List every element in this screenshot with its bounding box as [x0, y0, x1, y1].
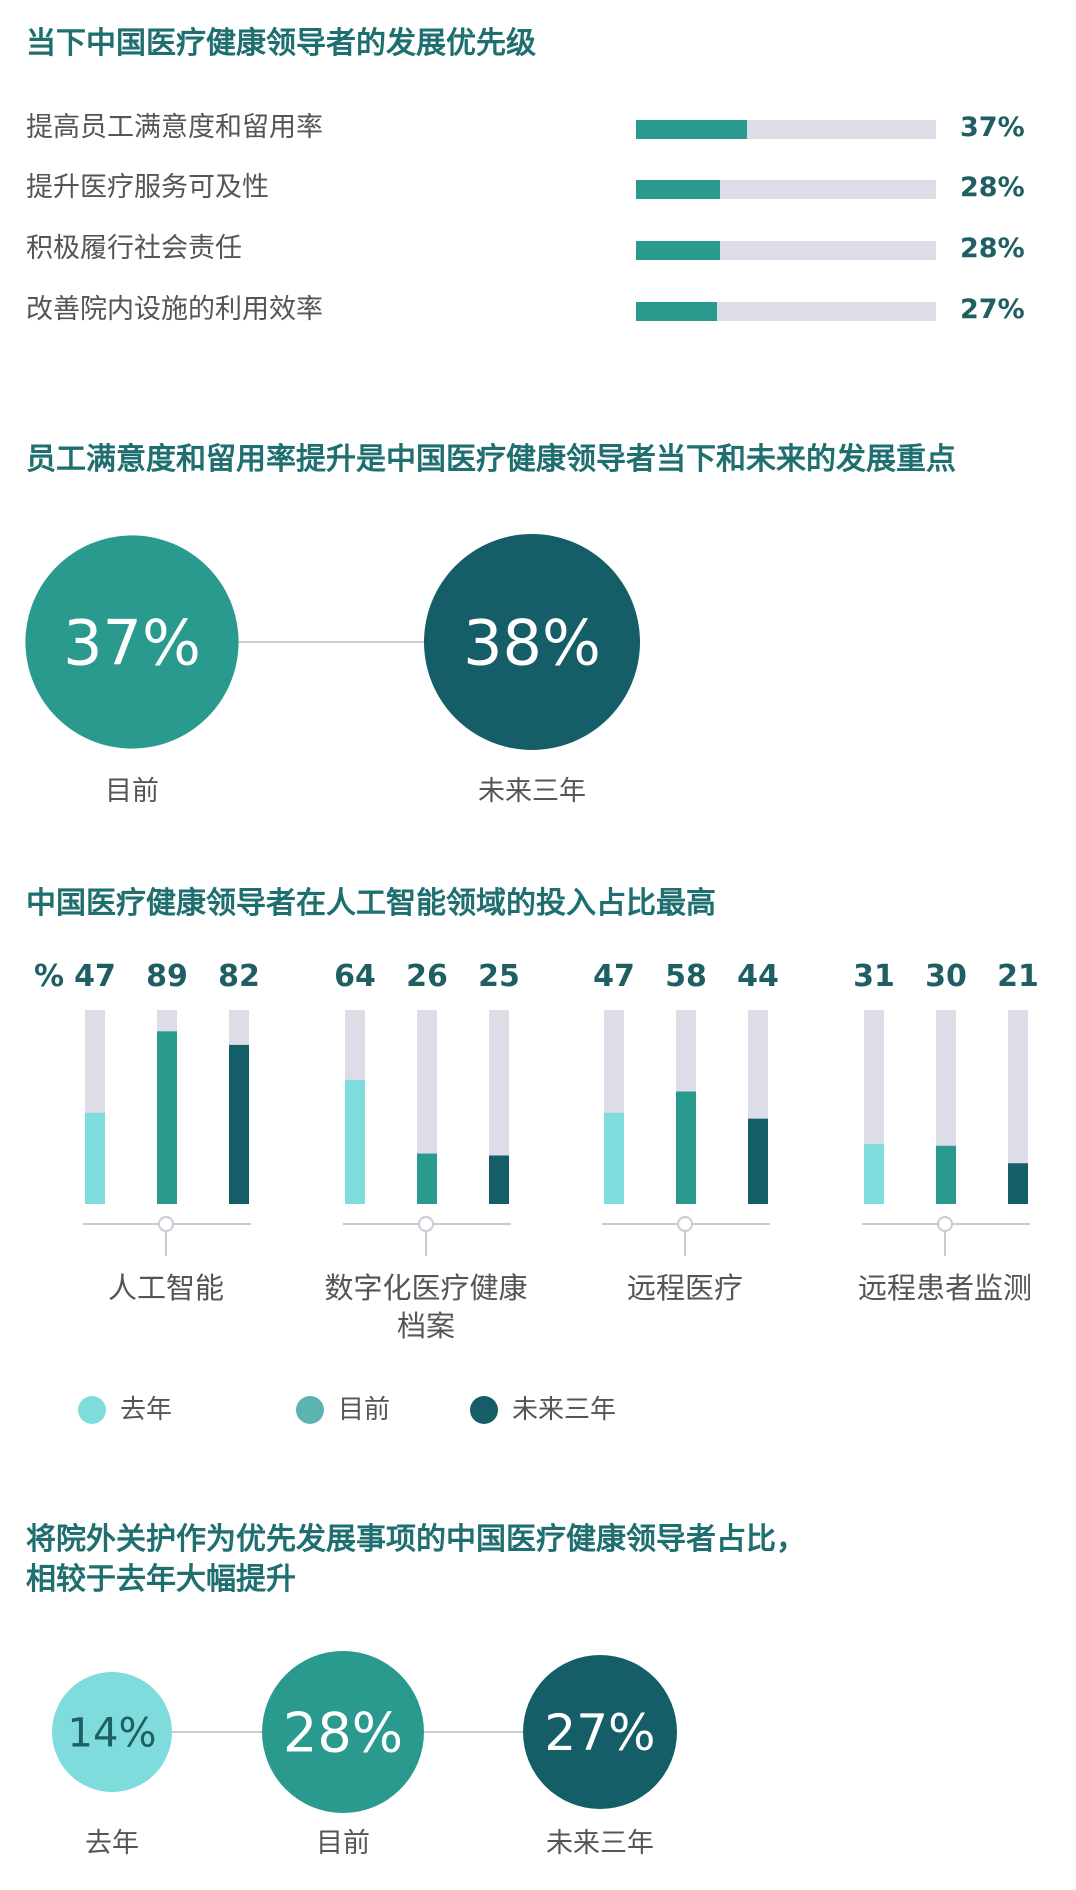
- group-bracket-node: [937, 1216, 953, 1232]
- category-label: 档案: [397, 1309, 455, 1343]
- column-value-label: 89: [146, 959, 188, 994]
- column-value-label: 82: [218, 959, 260, 994]
- column-value-label: 30: [925, 959, 967, 994]
- column-bar: [345, 1079, 365, 1204]
- priority-row: 提高员工满意度和留用率 37%: [26, 108, 1026, 148]
- outpatient-care-bubble-chart: 14% 去年 28% 目前 27% 未来三年: [52, 1651, 677, 1859]
- staff-retention-bubble-chart: 37% 目前 38% 未来三年: [25, 534, 640, 807]
- bubble: [52, 1672, 172, 1792]
- legend-swatch: [78, 1396, 106, 1424]
- priority-value: 27%: [960, 294, 1025, 325]
- priority-bar-track: [636, 241, 936, 260]
- priority-row: 改善院内设施的利用效率 27%: [26, 290, 1026, 330]
- column-value-label: 26: [406, 959, 448, 994]
- column-value-label: 64: [334, 959, 376, 994]
- legend-swatch: [296, 1396, 324, 1424]
- column-bar: [157, 1031, 177, 1204]
- priority-value: 28%: [960, 233, 1025, 264]
- priority-bar: [636, 241, 720, 260]
- category-label: 远程医疗: [627, 1271, 743, 1305]
- priority-value: 28%: [960, 172, 1025, 203]
- section4-title: 将院外关护作为优先发展事项的中国医疗健康领导者占比， 相较于去年大幅提升: [26, 1520, 806, 1600]
- legend-swatch: [470, 1396, 498, 1424]
- legend-label: 去年: [120, 1395, 173, 1425]
- column-bar: [85, 1112, 105, 1204]
- column-value-label: 47: [593, 959, 635, 994]
- bubble-label: 去年: [85, 1828, 139, 1859]
- priority-label: 改善院内设施的利用效率: [26, 294, 323, 325]
- priority-label: 积极履行社会责任: [26, 233, 242, 264]
- column-bar: [417, 1153, 437, 1204]
- column-value-label: 31: [853, 959, 895, 994]
- bubble: [523, 1655, 677, 1809]
- priority-bar-track: [636, 180, 936, 199]
- category-label: 远程患者监测: [858, 1271, 1032, 1305]
- column-bar: [748, 1118, 768, 1204]
- section3-title: 中国医疗健康领导者在人工智能领域的投入占比最高: [26, 886, 716, 921]
- legend-label: 目前: [338, 1395, 391, 1425]
- bubble: [25, 535, 239, 749]
- priority-label: 提升医疗服务可及性: [26, 172, 269, 203]
- bubble-value: 28%: [283, 1701, 403, 1764]
- column-value-label: 47: [74, 959, 116, 994]
- bubble-label: 未来三年: [478, 776, 586, 807]
- column-track: [1008, 1010, 1028, 1204]
- bubble-label: 目前: [316, 1828, 370, 1859]
- column-value-label: 25: [478, 959, 520, 994]
- section4-title-line1: 将院外关护作为优先发展事项的中国医疗健康领导者占比，: [26, 1522, 806, 1557]
- column-bar: [229, 1044, 249, 1204]
- column-bar: [864, 1143, 884, 1204]
- column-value-label: 44: [737, 959, 779, 994]
- column-bar: [489, 1155, 509, 1204]
- bubble-value: 37%: [63, 606, 201, 679]
- priority-bar: [636, 180, 720, 199]
- bubble: [424, 534, 640, 750]
- section2-title: 员工满意度和留用率提升是中国医疗健康领导者当下和未来的发展重点: [26, 442, 956, 477]
- priority-bar: [636, 302, 717, 321]
- column-bar: [604, 1112, 624, 1204]
- column-value-label: 58: [665, 959, 707, 994]
- priority-bar-track: [636, 120, 936, 139]
- column-value-label: 21: [997, 959, 1039, 994]
- bubble: [262, 1651, 424, 1813]
- priority-value: 37%: [960, 112, 1025, 143]
- section4-title-line2: 相较于去年大幅提升: [26, 1562, 296, 1597]
- priority-bar: [636, 120, 747, 139]
- priority-row: 积极履行社会责任 28%: [26, 229, 1026, 269]
- column-bar: [676, 1091, 696, 1204]
- bubble-label: 目前: [105, 776, 159, 807]
- priority-row: 提升医疗服务可及性 28%: [26, 168, 1026, 208]
- section1-title: 当下中国医疗健康领导者的发展优先级: [26, 26, 536, 61]
- category-label: 数字化医疗健康: [324, 1271, 527, 1305]
- group-bracket-node: [418, 1216, 434, 1232]
- legend-label: 未来三年: [512, 1395, 617, 1425]
- bubble-label: 未来三年: [546, 1828, 654, 1859]
- priority-bar-track: [636, 302, 936, 321]
- group-bracket-node: [677, 1216, 693, 1232]
- column-bar: [936, 1145, 956, 1204]
- priority-label: 提高员工满意度和留用率: [26, 112, 323, 143]
- bubble-value: 38%: [463, 606, 601, 679]
- group-bracket-node: [158, 1216, 174, 1232]
- bubble-value: 27%: [544, 1704, 655, 1762]
- category-label: 人工智能: [108, 1271, 224, 1305]
- unit-label: %: [34, 959, 64, 994]
- column-bar: [1008, 1163, 1028, 1204]
- bubble-value: 14%: [68, 1710, 157, 1756]
